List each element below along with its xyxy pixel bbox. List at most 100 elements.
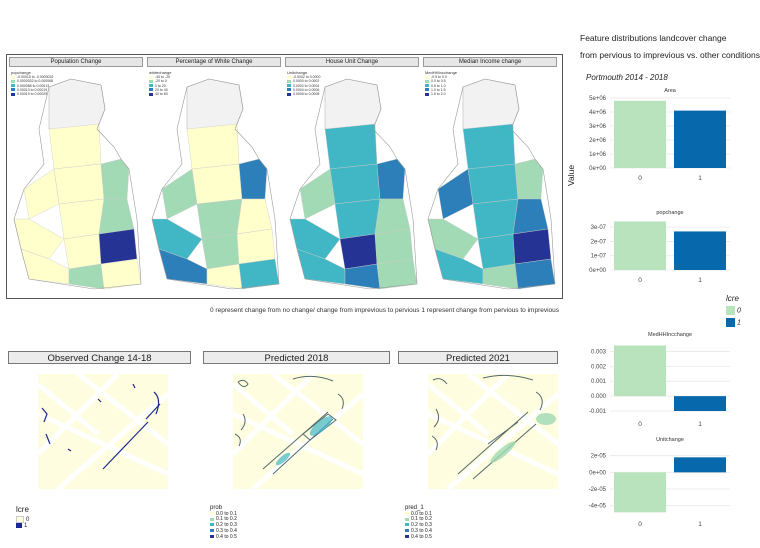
map-panel-population: Population Change popchange -0.00015 to …: [9, 57, 143, 295]
legend-item: 0.00019 to 0.00025: [11, 92, 53, 96]
legend-item: 0.000068 to 0.00013: [11, 84, 53, 88]
legend-title: MedHHIncchange: [425, 70, 458, 75]
map-legend: whitechange -40 to -20 -20 to 0 0 to 20 …: [149, 70, 172, 96]
legend-item: 1: [726, 318, 741, 327]
y-tick-label: 0e+00: [589, 268, 607, 274]
map-house: [289, 78, 418, 290]
observed-legend: lcre 0 1: [16, 505, 29, 529]
legend-item: 0: [16, 516, 29, 523]
y-tick-label: 4e+06: [589, 110, 607, 116]
y-tick-label: 3e+06: [589, 124, 607, 130]
raster-pred-2018: [233, 374, 363, 489]
map-white: [151, 78, 280, 290]
legend-item: 0.4 to 0.5: [405, 534, 432, 541]
legend-item: 1.0 to 1.5: [425, 88, 457, 92]
legend-title: Unitchange: [287, 70, 308, 75]
legend-item: 40 to 60: [149, 92, 171, 96]
legend-item: 1.5 to 2.0: [425, 92, 457, 96]
bar-Area-0: [614, 100, 666, 168]
legend-item: -40 to -20: [149, 75, 171, 79]
map-panel-house: House Unit Change Unitchange -0.0002 to …: [285, 57, 419, 295]
legend-item: -0.0002 to 0.0000: [287, 75, 320, 79]
legend-item: 0.1 to 0.2: [405, 517, 432, 523]
bar-Unitchange-0: [614, 472, 666, 513]
y-tick-label: 0e+00: [589, 166, 607, 172]
y-tick-label: 0e+00: [589, 470, 607, 476]
pred-2018-legend: prob 0.0 to 0.1 0.1 to 0.2 0.2 to 0.3 0.…: [210, 505, 237, 541]
legend-title: whitechange: [149, 70, 172, 75]
map-legend: Unitchange -0.0002 to 0.0000 0.0000 to 0…: [287, 70, 320, 96]
legend-item: -20 to 0: [149, 79, 171, 83]
map-caption: 0 represent change from no change/ chang…: [210, 307, 560, 314]
legend-item: -0.00015 to -0.0000032: [11, 75, 53, 79]
x-tick-label: 0: [638, 175, 642, 182]
legend-item: 0.3 to 0.4: [405, 528, 432, 535]
y-tick-label: 2e-07: [591, 239, 607, 245]
y-tick-label: 1e-07: [591, 254, 607, 260]
legend-item: 0.00013 to 0.00019: [11, 88, 53, 92]
raster-observed: [38, 374, 168, 489]
legend-item: 0.2 to 0.3: [210, 522, 237, 529]
bar-MedHHIncchange-1: [674, 396, 726, 412]
legend-item: 0.5 to 1.0: [425, 84, 457, 88]
legend-item: 20 to 40: [149, 88, 171, 92]
bar-popchange-1: [674, 231, 726, 270]
legend-item: 0.3 to 0.4: [210, 528, 237, 535]
x-tick-label: 0: [638, 521, 642, 528]
legend-item: 0.0004 to 0.0006: [287, 88, 320, 92]
legend-item: 0.0 to 0.1: [405, 511, 432, 518]
legend-item: 0.0000032 to 0.000068: [11, 79, 53, 83]
bar-chart: 0e+00 1e+06 2e+06 3e+06 4e+06 5e+06 Area 0e+00 1…: [589, 88, 730, 528]
map-title: Median Income change: [423, 57, 557, 67]
map-title: Percentage of White Change: [147, 57, 281, 67]
y-tick-label: 1e+06: [589, 152, 607, 158]
map-legend: MedHHIncchange -0.5 to 0.0 0.0 to 0.5 0.…: [425, 70, 458, 96]
legend-item: 0.0002 to 0.0004: [287, 84, 320, 88]
x-tick-label: 1: [698, 277, 702, 284]
legend-item: 0.0000 to 0.0002: [287, 79, 320, 83]
y-tick-label: 5e+06: [589, 96, 607, 102]
facet-label: Area: [664, 88, 677, 94]
legend-title: prob: [210, 505, 223, 511]
y-tick-label: 3e-07: [591, 225, 607, 231]
legend-item: 0.0006 to 0.0008: [287, 92, 320, 96]
facet-label: Unitchange: [656, 437, 684, 443]
x-tick-label: 1: [698, 421, 702, 428]
legend-item: 0.2 to 0.3: [405, 522, 432, 529]
y-tick-label: 0.000: [591, 394, 607, 400]
x-tick-label: 0: [638, 277, 642, 284]
strip-observed: Observed Change 14-18: [8, 351, 191, 364]
legend-item: 0.4 to 0.5: [210, 534, 237, 541]
y-tick-label: -0.001: [589, 409, 607, 415]
map-legend: popchange -0.00015 to -0.0000032 0.00000…: [11, 70, 53, 96]
map-panel-income: Median Income change MedHHIncchange -0.5…: [423, 57, 557, 295]
y-tick-label: 2e+06: [589, 138, 607, 144]
map-panel-white: Percentage of White Change whitechange -…: [147, 57, 281, 295]
chart-title-line2: from pervious to imprevious vs. other co…: [580, 50, 760, 60]
facet-label: popchange: [656, 210, 683, 216]
legend-item: 1: [16, 523, 29, 529]
y-tick-label: 0.001: [591, 379, 607, 385]
y-tick-label: 0.002: [591, 364, 607, 370]
raster-pred-2021: [428, 374, 558, 489]
legend-item: -0.5 to 0.0: [425, 75, 457, 79]
y-tick-label: -2e-05: [589, 487, 607, 493]
legend-title: lcre: [16, 505, 29, 514]
map-population: [13, 78, 142, 290]
bar-Unitchange-1: [674, 457, 726, 473]
legend-item: 0 to 20: [149, 84, 171, 88]
legend-title: pred_1: [405, 505, 424, 511]
legend-item: 0.0 to 0.1: [210, 511, 237, 518]
x-tick-label: 0: [638, 421, 642, 428]
legend-title: popchange: [11, 70, 31, 75]
bar-popchange-0: [614, 221, 666, 270]
chart-title-line1: Feature distributions landcover change: [580, 33, 727, 43]
y-tick-label: 0.003: [591, 349, 607, 355]
y-tick-label: 2e-05: [591, 454, 607, 460]
bar-MedHHIncchange-0: [614, 345, 666, 397]
legend-title: lcre: [726, 294, 739, 303]
strip-predicted-2018: Predicted 2018: [203, 351, 390, 364]
x-tick-label: 1: [698, 521, 702, 528]
legend-item: 0: [726, 306, 741, 315]
legend-item: 0.1 to 0.2: [210, 517, 237, 523]
